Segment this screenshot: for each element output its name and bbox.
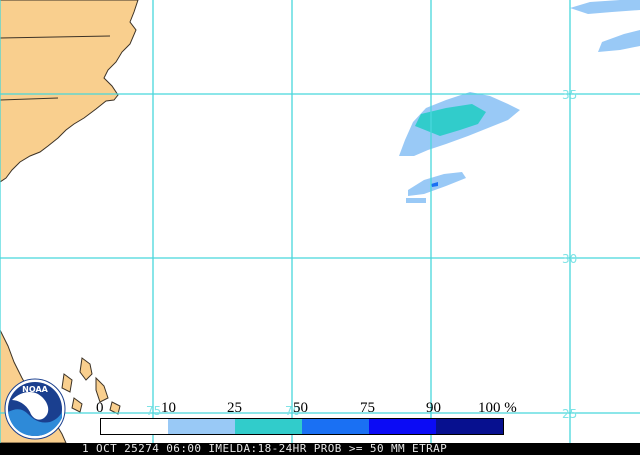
legend-label-50: 50 bbox=[293, 400, 308, 416]
legend-swatch-10-25 bbox=[168, 419, 235, 434]
latitude-label-30: 30 bbox=[562, 252, 577, 266]
probability-area-10-25 bbox=[570, 0, 640, 14]
bahamas-island bbox=[95, 376, 109, 403]
legend-swatch-90-100 bbox=[436, 419, 503, 434]
logo-text: NOAA bbox=[22, 385, 48, 394]
legend-swatch-0-10 bbox=[101, 419, 168, 434]
probability-area-25-50 bbox=[415, 104, 486, 136]
legend-swatch-75-90 bbox=[369, 419, 436, 434]
legend-label-90: 90 bbox=[426, 400, 441, 416]
legend-label-10: 10 bbox=[161, 400, 176, 416]
state-border-va bbox=[0, 35, 111, 39]
bahamas-island bbox=[109, 401, 121, 415]
longitude-label-70: 70 bbox=[285, 404, 300, 418]
bahamas-island bbox=[61, 373, 73, 393]
probability-area-10-25 bbox=[406, 198, 426, 203]
legend-label-100: 100 % bbox=[478, 400, 517, 416]
legend-label-75: 75 bbox=[360, 400, 375, 416]
probability-area-10-25 bbox=[598, 30, 640, 52]
probability-legend-bar bbox=[100, 418, 504, 435]
latitude-label-35: 35 bbox=[562, 88, 577, 102]
probability-area-50-75 bbox=[431, 182, 438, 187]
status-bar: 1 OCT 25274 06:00 IMELDA:18-24HR PROB >=… bbox=[0, 443, 640, 455]
bahamas-island bbox=[71, 397, 83, 413]
state-border-nc bbox=[0, 97, 59, 101]
legend-label-0: 0 bbox=[96, 400, 104, 416]
legend-label-25: 25 bbox=[227, 400, 242, 416]
latitude-label-25: 25 bbox=[562, 407, 577, 421]
longitude-label-75: 75 bbox=[146, 404, 161, 418]
legend-swatch-50-75 bbox=[302, 419, 369, 434]
legend-swatch-25-50 bbox=[235, 419, 302, 434]
probability-map: 35 30 25 75 70 bbox=[0, 0, 640, 443]
bahamas-island bbox=[79, 357, 93, 381]
noaa-logo-icon: NOAA bbox=[4, 378, 66, 440]
us-east-coast-land bbox=[0, 0, 139, 183]
